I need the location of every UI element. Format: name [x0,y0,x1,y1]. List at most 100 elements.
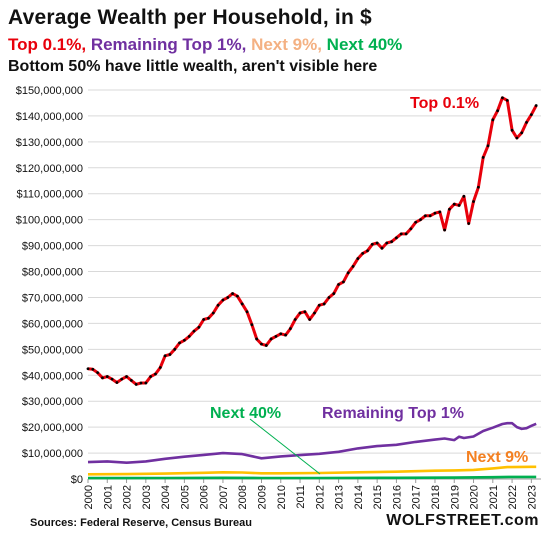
data-point [279,332,283,336]
data-point [525,121,528,124]
data-point [404,232,408,236]
data-point [443,228,447,232]
data-point [129,379,133,382]
data-point [231,292,234,295]
x-tick-label: 2008 [237,485,249,509]
x-tick-label: 2013 [334,485,346,509]
x-tick-label: 2016 [391,485,403,509]
data-point [197,325,201,329]
series-line-next-9- [87,465,537,476]
x-tick-label: 2010 [276,485,288,509]
data-point [346,271,350,275]
annotation-label: Next 9% [466,449,528,466]
data-point [125,375,128,378]
data-point [91,367,95,371]
data-point [313,311,316,315]
y-tick-label: $0 [71,474,83,486]
data-point [529,113,533,117]
data-point [187,334,191,338]
data-point [101,376,104,380]
data-point [207,316,210,320]
next40-pointer [249,418,321,475]
y-tick-label: $50,000,000 [22,344,83,356]
data-point [211,311,215,315]
data-point [163,354,167,358]
data-point [289,327,292,330]
x-tick-label: 2017 [411,485,423,509]
y-tick-label: $150,000,000 [16,85,83,97]
data-point [501,96,504,100]
data-point [428,214,432,218]
legend-remaining1: Remaining Top 1%, [90,35,252,54]
data-point [120,377,124,381]
data-point [250,323,254,327]
data-point [337,283,340,286]
legend-next9: Next 9%, [251,35,327,54]
x-tick-label: 2014 [353,485,365,509]
data-point [395,236,398,240]
data-point [235,294,239,298]
annotation-label: Top 0.1% [410,95,479,112]
data-point [496,109,500,113]
data-point [467,222,471,225]
data-point [481,156,485,159]
y-tick-label: $130,000,000 [16,137,83,149]
data-point [438,210,442,214]
x-tick-label: 2011 [295,485,307,509]
x-tick-label: 2006 [199,485,211,509]
data-point [303,310,307,314]
x-tick-label: 2022 [507,485,519,509]
x-tick-label: 2001 [102,485,114,509]
legend: Top 0.1%, Remaining Top 1%, Next 9%, Nex… [8,35,402,55]
data-point [245,310,249,314]
data-point [448,207,451,211]
data-point [293,318,297,321]
data-point [221,298,225,302]
data-point [462,194,466,198]
x-tick-label: 2009 [256,485,268,509]
data-point [110,377,114,381]
data-point [260,342,263,346]
data-point [216,303,220,307]
data-point [298,311,302,315]
data-point [472,200,475,203]
data-point [520,131,524,135]
data-point [351,264,355,268]
data-point [534,104,538,107]
data-point [327,296,331,299]
data-point [317,303,321,307]
data-point [284,333,287,337]
series-line-next-40- [87,475,537,480]
x-tick-label: 2021 [488,485,500,509]
legend-next40: Next 40% [326,35,403,54]
x-tick-label: 2019 [449,485,461,509]
data-point [115,381,119,384]
data-point [433,211,437,215]
x-tick-label: 2005 [179,485,191,509]
x-tick-label: 2018 [430,485,442,509]
x-tick-label: 2002 [122,485,134,509]
data-point [390,240,394,244]
x-tick-label: 2023 [526,485,538,509]
data-point [144,381,148,385]
data-point [192,329,196,333]
x-tick-label: 2003 [141,485,153,509]
data-point [515,136,519,140]
data-point [457,204,461,207]
data-point [385,241,389,245]
data-point [370,242,374,246]
data-point [178,341,181,345]
data-point [139,381,143,385]
data-point [154,372,157,376]
y-tick-label: $110,000,000 [17,189,83,201]
y-tick-label: $20,000,000 [22,422,83,434]
y-tick-label: $40,000,000 [22,370,83,382]
data-point [423,214,427,218]
data-point [414,220,418,224]
data-point [361,251,365,255]
data-point [380,246,384,250]
annotation-label: Next 40% [210,405,281,422]
data-point [240,302,244,306]
x-tick-label: 2015 [372,485,384,509]
data-point [274,334,278,338]
